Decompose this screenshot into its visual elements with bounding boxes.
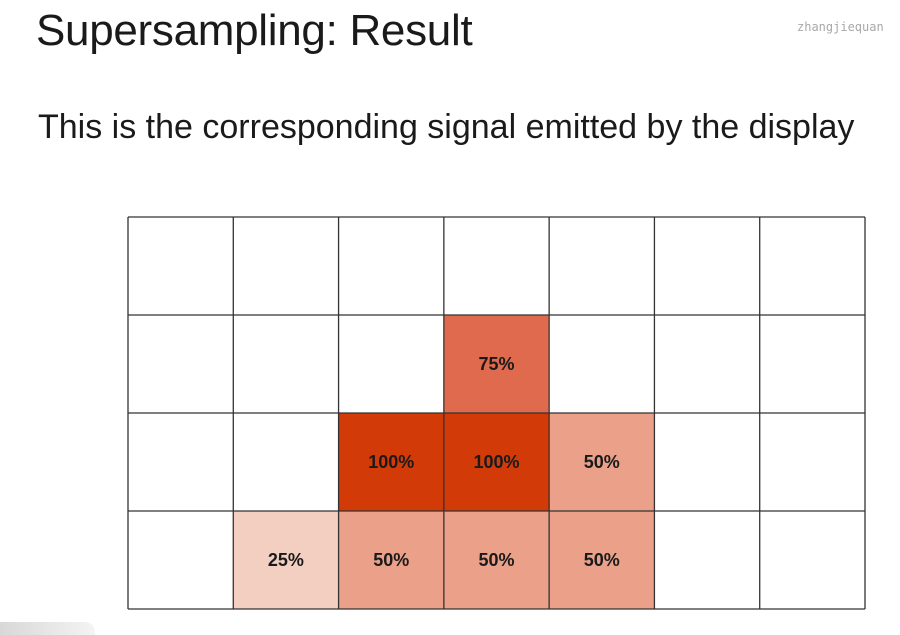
slide-title: Supersampling: Result bbox=[36, 6, 473, 55]
coverage-label: 100% bbox=[473, 452, 519, 472]
coverage-label: 25% bbox=[268, 550, 304, 570]
pixel-cell-r3-c2 bbox=[338, 511, 444, 609]
coverage-label: 75% bbox=[478, 354, 514, 374]
coverage-label: 100% bbox=[368, 452, 414, 472]
pixel-cell-r3-c3 bbox=[443, 511, 550, 609]
watermark-text: zhangjiequan bbox=[797, 20, 884, 34]
slide-subtitle: This is the corresponding signal emitted… bbox=[38, 108, 855, 146]
coverage-label: 50% bbox=[373, 550, 409, 570]
pixel-cell-r2-c4 bbox=[549, 413, 655, 511]
pixel-cell-r2-c3 bbox=[443, 413, 550, 511]
pixel-cell-r3-c4 bbox=[549, 511, 655, 609]
pixel-cell-r2-c2 bbox=[338, 413, 444, 511]
coverage-label: 50% bbox=[584, 550, 620, 570]
corner-artifact bbox=[0, 622, 95, 635]
coverage-label: 50% bbox=[478, 550, 514, 570]
coverage-label: 50% bbox=[584, 452, 620, 472]
pixel-cell-r3-c1 bbox=[233, 511, 339, 609]
pixel-cell-r1-c3 bbox=[443, 315, 550, 413]
